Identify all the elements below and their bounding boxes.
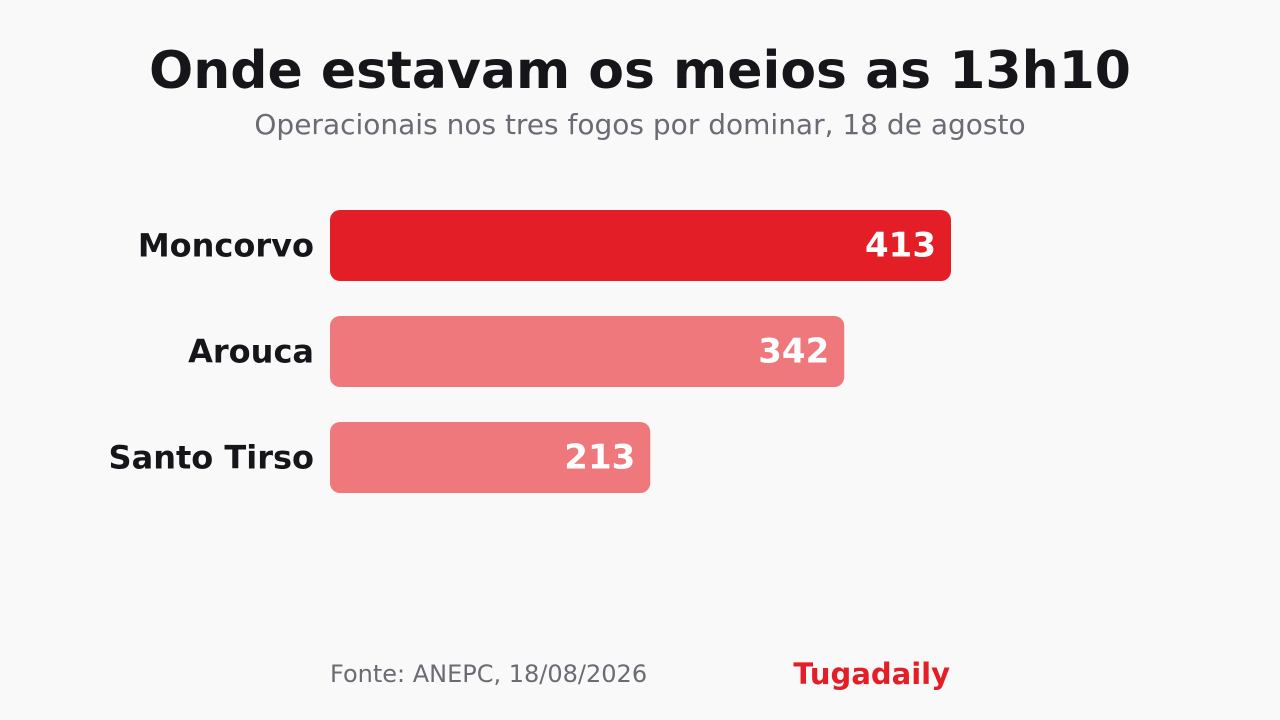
bar-moncorvo (330, 210, 951, 281)
source-note: Fonte: ANEPC, 18/08/2026 (330, 660, 648, 688)
value-label-moncorvo: 413 (865, 226, 936, 266)
category-label-moncorvo: Moncorvo (138, 227, 314, 265)
bar-arouca (330, 316, 845, 387)
bar-santo-tirso (330, 422, 651, 493)
brand-logo-text: Tugadaily (793, 657, 950, 691)
category-label-santo-tirso: Santo Tirso (109, 439, 314, 477)
category-label-arouca: Arouca (188, 333, 314, 371)
value-label-santo-tirso: 213 (564, 438, 635, 478)
chart-subtitle: Operacionais nos tres fogos por dominar,… (254, 108, 1026, 141)
value-label-arouca: 342 (758, 332, 829, 372)
chart-title: Onde estavam os meios as 13h10 (149, 41, 1131, 101)
